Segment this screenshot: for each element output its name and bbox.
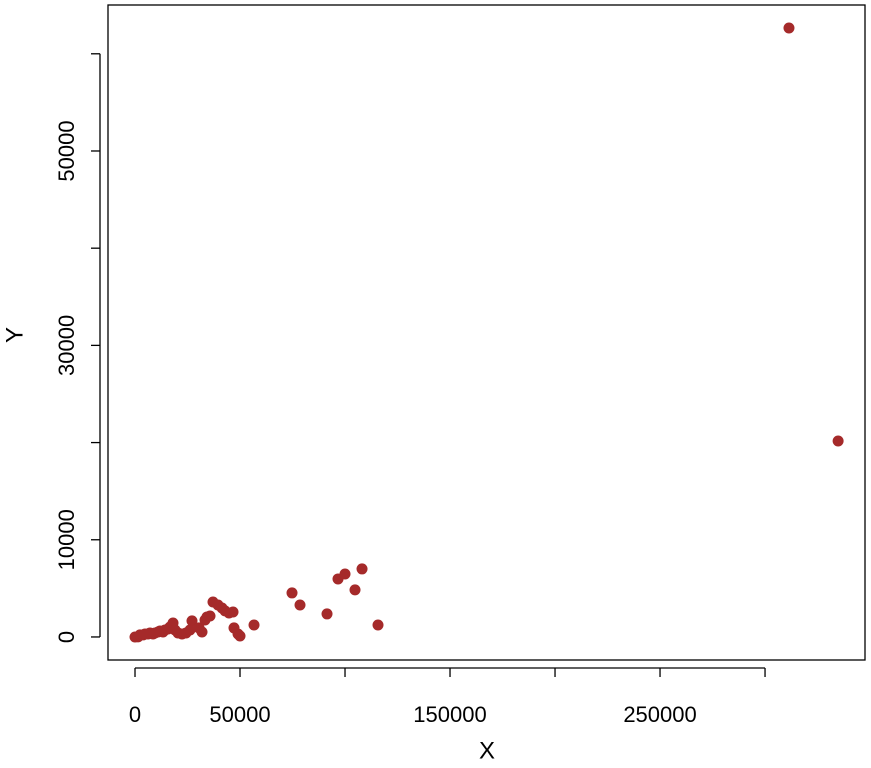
point (204, 610, 216, 622)
point (356, 563, 368, 575)
point (234, 630, 246, 642)
point (372, 619, 384, 631)
point (321, 608, 333, 620)
point (248, 619, 260, 631)
x-tick-label: 250000 (623, 702, 696, 727)
y-tick-label: 10000 (54, 509, 79, 570)
point (184, 624, 196, 636)
point (286, 587, 298, 599)
point (349, 584, 361, 596)
y-tick-label: 30000 (54, 315, 79, 376)
y-tick-label: 50000 (54, 120, 79, 181)
point (294, 599, 306, 611)
x-axis-label: X (479, 737, 495, 764)
x-tick-label: 0 (129, 702, 141, 727)
point (196, 626, 208, 638)
plot-box (107, 4, 866, 661)
y-axis-label: Y (1, 327, 28, 343)
point (783, 22, 795, 34)
x-tick-label: 150000 (413, 702, 486, 727)
point (186, 615, 198, 627)
point (339, 568, 351, 580)
x-tick-label: 50000 (209, 702, 270, 727)
y-tick-label: 0 (54, 631, 79, 643)
point (227, 606, 239, 618)
point (832, 435, 844, 447)
